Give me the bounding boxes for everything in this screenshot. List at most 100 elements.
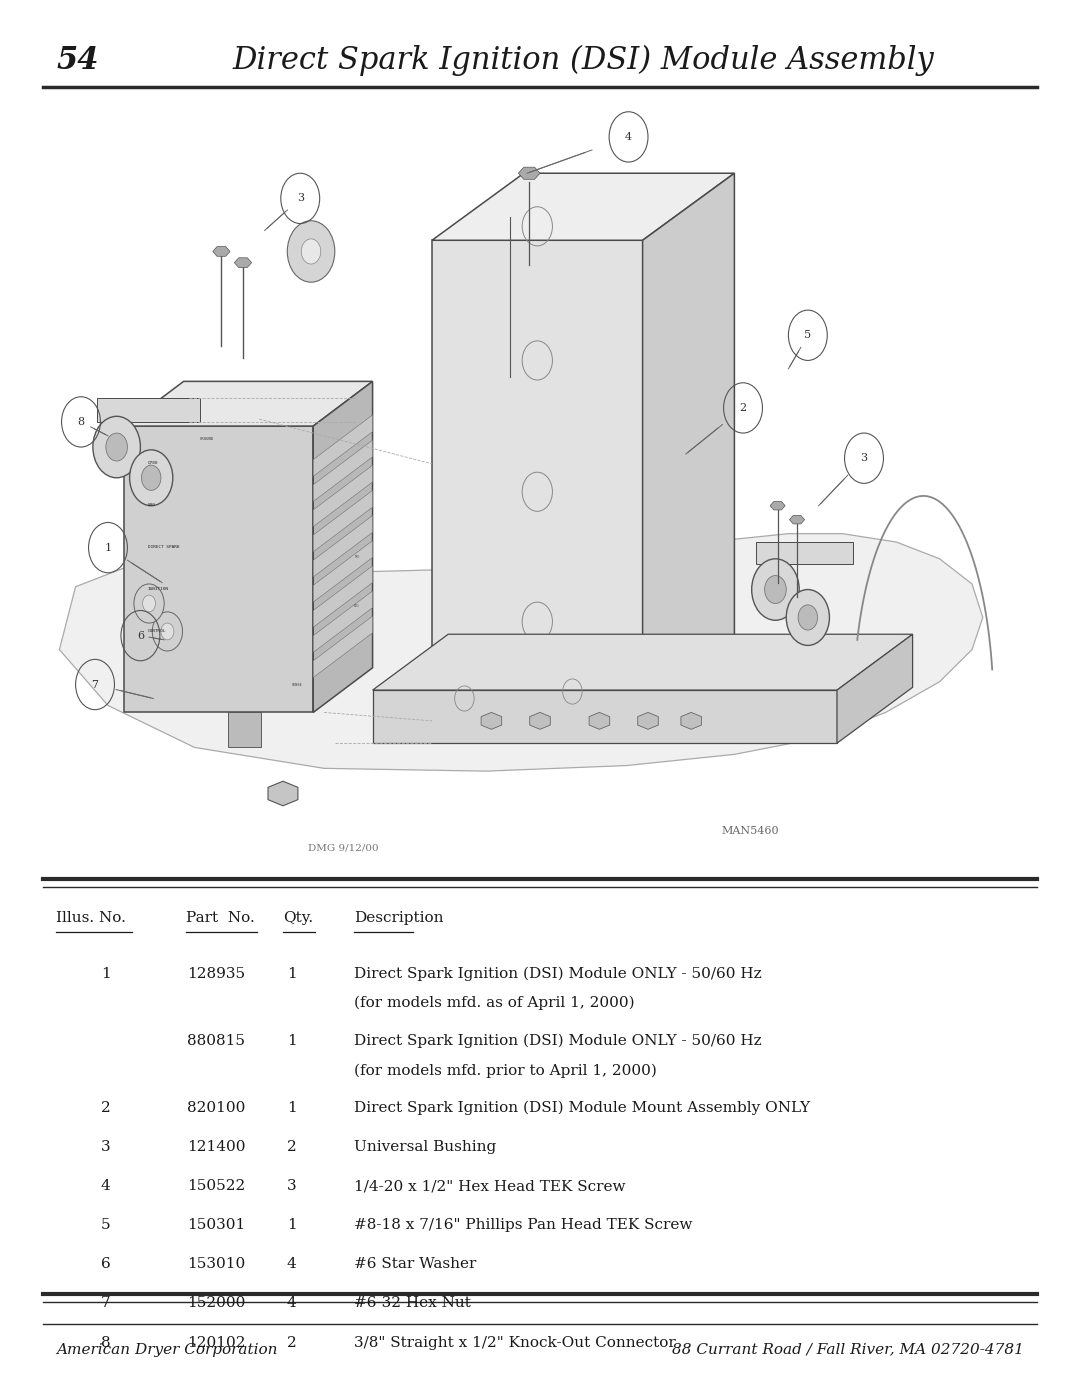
Text: MAN5460: MAN5460	[721, 826, 779, 837]
Polygon shape	[373, 634, 913, 690]
Polygon shape	[680, 712, 702, 729]
Text: 8: 8	[78, 416, 84, 427]
Polygon shape	[432, 240, 643, 743]
Text: IGNITION: IGNITION	[148, 587, 168, 591]
Text: 800: 800	[148, 503, 156, 507]
Circle shape	[765, 576, 786, 604]
Polygon shape	[529, 712, 551, 729]
Text: Direct Spark Ignition (DSI) Module ONLY - 50/60 Hz: Direct Spark Ignition (DSI) Module ONLY …	[354, 1034, 761, 1048]
Polygon shape	[313, 591, 373, 652]
Polygon shape	[268, 781, 298, 806]
Text: Direct Spark Ignition (DSI) Module ONLY - 50/60 Hz: Direct Spark Ignition (DSI) Module ONLY …	[354, 967, 761, 981]
Circle shape	[301, 239, 321, 264]
Polygon shape	[59, 534, 983, 771]
Text: DIRECT SPARK: DIRECT SPARK	[148, 545, 179, 549]
Text: 4: 4	[286, 1257, 297, 1271]
Polygon shape	[837, 634, 913, 743]
Text: 4: 4	[625, 131, 632, 142]
Polygon shape	[234, 258, 252, 267]
Circle shape	[106, 433, 127, 461]
Text: 3: 3	[102, 1140, 110, 1154]
Text: 5: 5	[805, 330, 811, 341]
Text: 6: 6	[100, 1257, 111, 1271]
Text: 880815: 880815	[187, 1034, 245, 1048]
Text: 2: 2	[286, 1336, 297, 1350]
Polygon shape	[432, 173, 734, 240]
Circle shape	[786, 590, 829, 645]
Circle shape	[141, 465, 161, 490]
Text: 2: 2	[286, 1140, 297, 1154]
Text: CONTROL: CONTROL	[148, 629, 166, 633]
Polygon shape	[589, 712, 610, 729]
Text: Qty.: Qty.	[283, 911, 313, 925]
Text: 150522: 150522	[187, 1179, 245, 1193]
Polygon shape	[97, 398, 200, 422]
Text: Part  No.: Part No.	[186, 911, 255, 925]
Text: DMG 9/12/00: DMG 9/12/00	[308, 844, 378, 852]
Text: 121400: 121400	[187, 1140, 245, 1154]
Text: SENSE: SENSE	[292, 683, 302, 687]
Circle shape	[161, 623, 174, 640]
Text: 5: 5	[102, 1218, 110, 1232]
Text: 4: 4	[286, 1296, 297, 1310]
Polygon shape	[313, 616, 373, 678]
Text: Universal Bushing: Universal Bushing	[354, 1140, 497, 1154]
Text: 152000: 152000	[187, 1296, 245, 1310]
Polygon shape	[518, 168, 540, 179]
Polygon shape	[313, 381, 373, 712]
Text: 3: 3	[287, 1179, 296, 1193]
Text: 1: 1	[286, 1218, 297, 1232]
Text: 6: 6	[137, 630, 144, 641]
Polygon shape	[228, 712, 260, 747]
Polygon shape	[313, 415, 373, 476]
Text: 120102: 120102	[187, 1336, 245, 1350]
Text: #6 Star Washer: #6 Star Washer	[354, 1257, 476, 1271]
Polygon shape	[373, 690, 837, 743]
Text: (for models mfd. as of April 1, 2000): (for models mfd. as of April 1, 2000)	[354, 996, 635, 1010]
Text: (for models mfd. prior to April 1, 2000): (for models mfd. prior to April 1, 2000)	[354, 1063, 657, 1077]
Circle shape	[752, 559, 799, 620]
Polygon shape	[481, 712, 502, 729]
Polygon shape	[637, 712, 659, 729]
Text: 4: 4	[100, 1179, 111, 1193]
Text: 2: 2	[100, 1101, 111, 1115]
Circle shape	[93, 416, 140, 478]
Text: Q780: Q780	[148, 461, 159, 465]
Text: Illus. No.: Illus. No.	[56, 911, 126, 925]
Circle shape	[143, 595, 156, 612]
Polygon shape	[124, 381, 373, 426]
Text: #8-18 x 7/16" Phillips Pan Head TEK Screw: #8-18 x 7/16" Phillips Pan Head TEK Scre…	[354, 1218, 692, 1232]
Polygon shape	[313, 465, 373, 527]
Text: 1: 1	[105, 542, 111, 553]
Text: Direct Spark Ignition (DSI) Module Mount Assembly ONLY: Direct Spark Ignition (DSI) Module Mount…	[354, 1101, 810, 1115]
Text: 54: 54	[56, 45, 98, 75]
Circle shape	[287, 221, 335, 282]
Text: 1: 1	[286, 1034, 297, 1048]
Circle shape	[798, 605, 818, 630]
Text: 1: 1	[100, 967, 111, 981]
Text: 1: 1	[286, 967, 297, 981]
Text: 7: 7	[102, 1296, 110, 1310]
Text: 3: 3	[861, 453, 867, 464]
Text: 3: 3	[297, 193, 303, 204]
Text: 3/8" Straight x 1/2" Knock-Out Connector: 3/8" Straight x 1/2" Knock-Out Connector	[354, 1336, 676, 1350]
Text: Direct Spark Ignition (DSI) Module Assembly: Direct Spark Ignition (DSI) Module Assem…	[232, 45, 934, 75]
Text: 2: 2	[740, 402, 746, 414]
Text: 7: 7	[92, 679, 98, 690]
Text: 128935: 128935	[187, 967, 245, 981]
Text: 1/4-20 x 1/2" Hex Head TEK Screw: 1/4-20 x 1/2" Hex Head TEK Screw	[354, 1179, 625, 1193]
Text: American Dryer Corporation: American Dryer Corporation	[56, 1343, 278, 1356]
Text: 820100: 820100	[187, 1101, 245, 1115]
Text: 88 Currant Road / Fall River, MA 02720-4781: 88 Currant Road / Fall River, MA 02720-4…	[672, 1343, 1024, 1356]
Text: 150301: 150301	[187, 1218, 245, 1232]
Text: TRI: TRI	[354, 556, 359, 559]
Polygon shape	[124, 426, 313, 712]
Text: 8: 8	[102, 1336, 110, 1350]
Polygon shape	[313, 440, 373, 502]
Text: 153010: 153010	[187, 1257, 245, 1271]
Text: 1: 1	[286, 1101, 297, 1115]
Polygon shape	[643, 173, 734, 743]
Circle shape	[134, 584, 164, 623]
Text: LED: LED	[354, 605, 360, 608]
Polygon shape	[756, 542, 853, 564]
